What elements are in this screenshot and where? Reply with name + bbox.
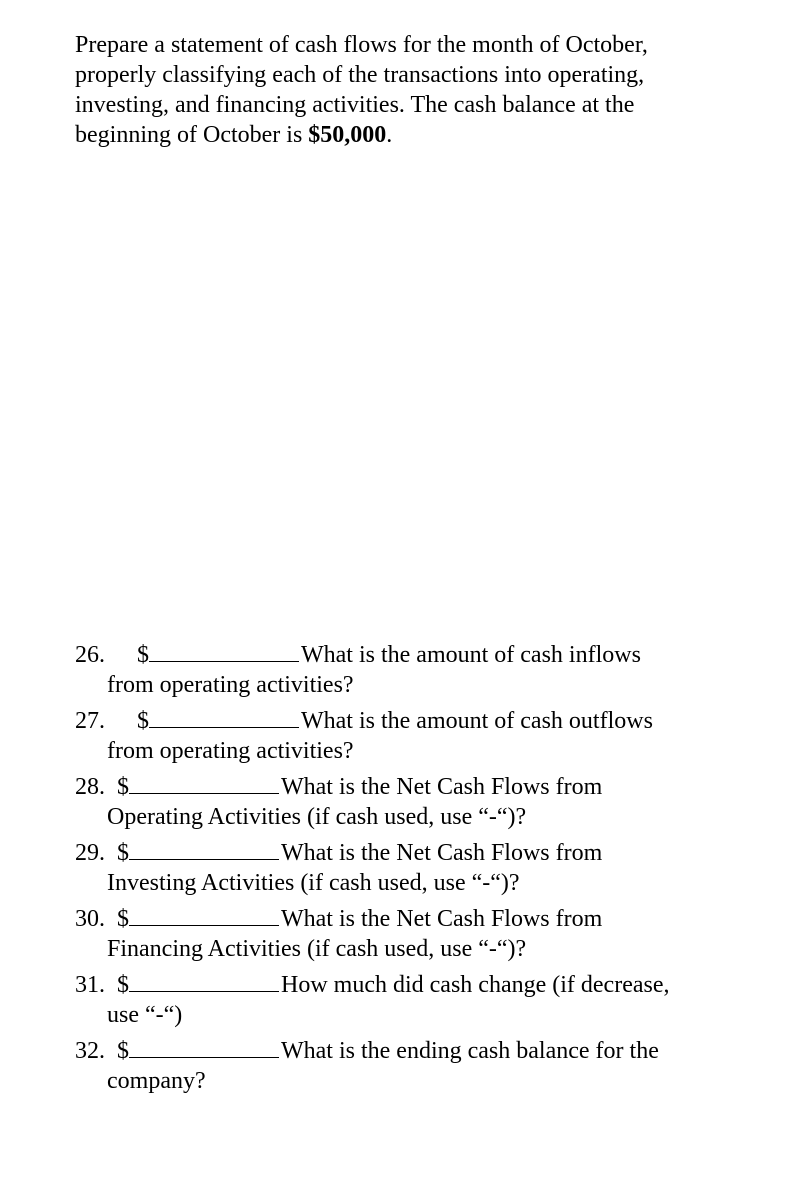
question-text: What is the amount of cash outflows (301, 706, 653, 736)
question-31: 31. $ How much did cash change (if decrea… (75, 968, 710, 1030)
question-27: 27.$What is the amount of cash outflows … (75, 704, 710, 766)
workspace-blank-area (75, 158, 710, 638)
question-continuation: use “-“) (107, 1000, 182, 1030)
intro-line2: properly classifying each of the transac… (75, 62, 644, 88)
question-number: 30. (75, 904, 105, 934)
question-number: 32. (75, 1036, 105, 1066)
question-continuation: Financing Activities (if cash used, use … (107, 934, 526, 964)
answer-blank[interactable] (129, 968, 279, 992)
answer-blank[interactable] (129, 902, 279, 926)
question-number: 28. (75, 772, 105, 802)
dollar-sign: $ (117, 838, 129, 868)
question-number: 31. (75, 970, 105, 1000)
intro-starting-balance: $50,000 (308, 122, 386, 148)
question-text: How much did cash change (if decrease, (281, 970, 670, 1000)
answer-blank[interactable] (129, 1034, 279, 1058)
question-text: What is the Net Cash Flows from (281, 904, 602, 934)
question-continuation: company? (107, 1066, 206, 1096)
dollar-sign: $ (117, 772, 129, 802)
dollar-sign: $ (137, 640, 149, 670)
question-continuation: Investing Activities (if cash used, use … (107, 868, 520, 898)
question-text: What is the Net Cash Flows from (281, 838, 602, 868)
question-30: 30. $ What is the Net Cash Flows from Fin… (75, 902, 710, 964)
dollar-sign: $ (117, 904, 129, 934)
answer-blank[interactable] (129, 836, 279, 860)
question-text: What is the amount of cash inflows (301, 640, 641, 670)
question-32: 32. $ What is the ending cash balance for… (75, 1034, 710, 1096)
question-text: What is the ending cash balance for the (281, 1036, 659, 1066)
question-text: What is the Net Cash Flows from (281, 772, 602, 802)
intro-line1: Prepare a statement of cash flows for th… (75, 32, 648, 58)
instructions-paragraph: Prepare a statement of cash flows for th… (75, 30, 710, 150)
question-number: 29. (75, 838, 105, 868)
dollar-sign: $ (117, 1036, 129, 1066)
question-number: 26. (75, 640, 137, 670)
intro-line4a: beginning of October is (75, 122, 308, 148)
intro-line3: investing, and financing activities. The… (75, 92, 634, 118)
question-26: 26.$ What is the amount of cash inflows f… (75, 638, 710, 700)
answer-blank[interactable] (129, 770, 279, 794)
answer-blank[interactable] (149, 704, 299, 728)
question-number: 27. (75, 706, 137, 736)
dollar-sign: $ (137, 706, 149, 736)
answer-blank[interactable] (149, 638, 299, 662)
intro-line4c: . (386, 122, 392, 148)
question-continuation: from operating activities? (107, 736, 354, 766)
question-continuation: from operating activities? (107, 670, 354, 700)
dollar-sign: $ (117, 970, 129, 1000)
question-29: 29. $ What is the Net Cash Flows from Inv… (75, 836, 710, 898)
question-28: 28. $ What is the Net Cash Flows from Ope… (75, 770, 710, 832)
question-continuation: Operating Activities (if cash used, use … (107, 802, 526, 832)
